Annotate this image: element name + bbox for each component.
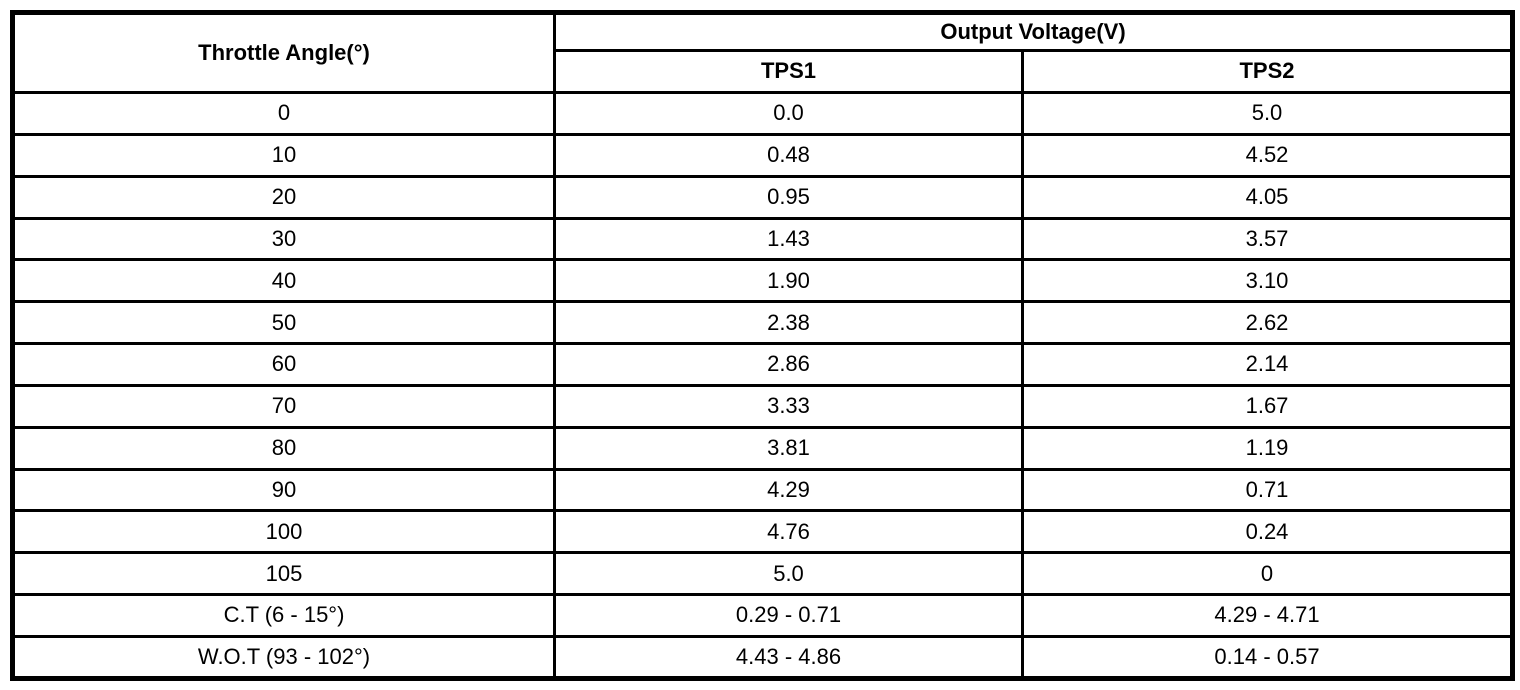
tps1-cell: 5.0: [553, 551, 1024, 597]
angle-cell: 100: [11, 509, 556, 555]
table-body: 0 0.0 5.0 10 0.48 4.52 20 0.95 4.05 30 1.43 3.57 40 1…: [11, 91, 1515, 681]
tps2-cell: 3.57: [1020, 216, 1515, 262]
tps1-cell: 2.38: [553, 300, 1024, 346]
tps2-cell: 0.71: [1020, 467, 1515, 513]
tps2-cell: 4.52: [1020, 132, 1515, 178]
tps1-cell: 0.48: [553, 132, 1024, 178]
angle-cell: 80: [11, 425, 556, 471]
angle-cell: 10: [11, 132, 556, 178]
output-voltage-header: Output Voltage(V): [552, 11, 1515, 52]
table-row: 20 0.95 4.05: [11, 174, 1515, 220]
table-row: 105 5.0 0: [11, 551, 1515, 597]
tps2-cell: 5.0: [1020, 91, 1515, 136]
tps2-cell: 0: [1020, 551, 1515, 597]
tps2-cell: 1.19: [1020, 425, 1515, 471]
table-row: 60 2.86 2.14: [11, 342, 1515, 387]
angle-cell: 30: [11, 216, 556, 262]
angle-cell: 60: [11, 342, 556, 387]
angle-cell: 0: [11, 91, 556, 136]
angle-cell: 20: [11, 174, 556, 220]
table-row: 50 2.38 2.62: [11, 300, 1515, 346]
tps1-column-header: TPS1: [553, 49, 1024, 94]
tps1-cell: 4.43 - 4.86: [553, 634, 1024, 681]
table-row: 10 0.48 4.52: [11, 132, 1515, 178]
tps2-cell: 3.10: [1020, 258, 1515, 304]
tps1-cell: 4.29: [553, 467, 1024, 513]
angle-cell: 90: [11, 467, 556, 513]
table-row: 100 4.76 0.24: [11, 509, 1515, 555]
tps1-cell: 4.76: [553, 509, 1024, 555]
tps2-cell: 0.24: [1020, 509, 1515, 555]
angle-cell: 50: [11, 300, 556, 346]
tps1-cell: 3.81: [553, 425, 1024, 471]
tps2-cell: 2.62: [1020, 300, 1515, 346]
table-row: 80 3.81 1.19: [11, 425, 1515, 471]
tps2-cell: 2.14: [1020, 342, 1515, 387]
table-row: W.O.T (93 - 102°) 4.43 - 4.86 0.14 - 0.57: [11, 634, 1515, 681]
tps2-cell: 4.05: [1020, 174, 1515, 220]
table-row: C.T (6 - 15°) 0.29 - 0.71 4.29 - 4.71: [11, 593, 1515, 638]
tps2-column-header: TPS2: [1020, 49, 1515, 94]
tps-voltage-table: Throttle Angle(°) Output Voltage(V) TPS1…: [10, 10, 1516, 681]
table-row: 90 4.29 0.71: [11, 467, 1515, 513]
tps2-cell: 4.29 - 4.71: [1020, 593, 1515, 638]
angle-cell: 40: [11, 258, 556, 304]
angle-cell: W.O.T (93 - 102°): [11, 634, 556, 681]
table-row: 30 1.43 3.57: [11, 216, 1515, 262]
angle-cell: 70: [11, 383, 556, 429]
tps1-cell: 0.29 - 0.71: [553, 593, 1024, 638]
angle-cell: 105: [11, 551, 556, 597]
tps1-cell: 1.43: [553, 216, 1024, 262]
tps1-cell: 2.86: [553, 342, 1024, 387]
tps2-cell: 0.14 - 0.57: [1020, 634, 1515, 681]
angle-cell: C.T (6 - 15°): [11, 593, 556, 638]
table-row: 70 3.33 1.67: [11, 383, 1515, 429]
tps-voltage-table-container: Throttle Angle(°) Output Voltage(V) TPS1…: [10, 10, 1516, 681]
throttle-angle-header: Throttle Angle(°): [11, 11, 556, 94]
table-row: 0 0.0 5.0: [11, 91, 1515, 136]
tps1-cell: 3.33: [553, 383, 1024, 429]
tps1-cell: 0.95: [553, 174, 1024, 220]
tps1-cell: 1.90: [553, 258, 1024, 304]
tps1-cell: 0.0: [553, 91, 1024, 136]
tps2-cell: 1.67: [1020, 383, 1515, 429]
table-row: 40 1.90 3.10: [11, 258, 1515, 304]
